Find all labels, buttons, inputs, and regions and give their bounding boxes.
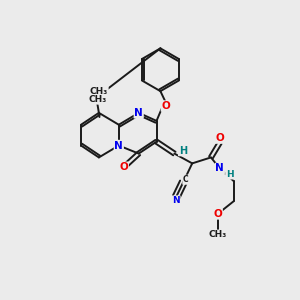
Text: CH₃: CH₃ xyxy=(88,95,106,104)
Text: N: N xyxy=(172,196,180,205)
Text: O: O xyxy=(215,133,224,143)
Text: H: H xyxy=(178,146,187,156)
Text: O: O xyxy=(213,209,222,219)
Text: C: C xyxy=(183,175,188,184)
Text: N: N xyxy=(215,164,224,173)
Text: CH₃: CH₃ xyxy=(208,230,227,239)
Text: CH₃: CH₃ xyxy=(90,87,108,96)
Text: N: N xyxy=(114,140,123,151)
Text: O: O xyxy=(119,162,128,172)
Text: H: H xyxy=(226,170,233,179)
Text: O: O xyxy=(161,101,170,111)
Text: N: N xyxy=(134,108,143,118)
